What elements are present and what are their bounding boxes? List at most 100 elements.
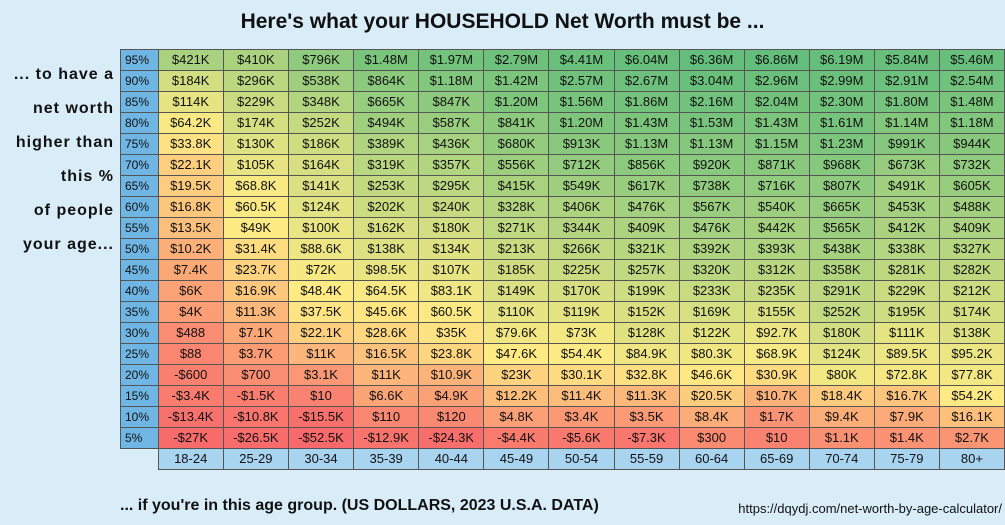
table-cell: $732K <box>938 154 1005 176</box>
table-cell: $10.7K <box>743 385 810 407</box>
table-cell: $673K <box>873 154 940 176</box>
table-cell: $95.2K <box>938 343 1005 365</box>
table-cell: $11.3K <box>222 301 289 323</box>
table-cell: $348K <box>287 91 355 113</box>
table-cell: $296K <box>222 70 289 92</box>
table-row: 75% $33.8K $130K $186K $389K $436K $680K $913K $… <box>120 133 1005 155</box>
table-cell: $80K <box>808 364 875 386</box>
side-label-line: higher than <box>15 134 114 151</box>
table-cell: $393K <box>743 238 810 260</box>
percentile-label: 5% <box>120 427 159 449</box>
table-cell: $796K <box>287 49 355 71</box>
table-cell: $271K <box>483 217 550 239</box>
table-cell: $920K <box>678 154 745 176</box>
table-cell: $442K <box>743 217 810 239</box>
table-cell: $1.4K <box>873 427 940 449</box>
table-cell: $184K <box>157 70 224 92</box>
table-cell: $6.04M <box>613 49 680 71</box>
table-cell: $700 <box>222 364 289 386</box>
net-worth-table: 95% $421K $410K $796K $1.48M $1.97M $2.79M $4.4… <box>120 49 1005 470</box>
table-cell: $199K <box>613 280 680 302</box>
table-cell: $174K <box>222 112 289 134</box>
table-cell: $30.9K <box>743 364 810 386</box>
footer-caption: ... if you're in this age group. (US DOL… <box>120 497 599 514</box>
table-cell: $1.97M <box>418 49 485 71</box>
table-cell: $841K <box>483 112 550 134</box>
table-cell: $16.8K <box>157 196 224 218</box>
age-group-label: 60-64 <box>678 448 745 470</box>
table-cell: $10 <box>287 385 355 407</box>
table-cell: $319K <box>353 154 420 176</box>
table-cell: -$24.3K <box>418 427 485 449</box>
table-row: 65% $19.5K $68.8K $141K $253K $295K $415K $549K… <box>120 175 1005 197</box>
table-body: 95% $421K $410K $796K $1.48M $1.97M $2.79M $4.4… <box>120 49 1005 470</box>
percentile-label: 80% <box>120 112 159 134</box>
table-cell: $587K <box>418 112 485 134</box>
table-cell: $6.19M <box>808 49 875 71</box>
table-cell: $410K <box>222 49 289 71</box>
table-cell: $358K <box>808 259 875 281</box>
table-cell: $22.1K <box>287 322 355 344</box>
table-cell: $2.91M <box>873 70 940 92</box>
table-cell: $549K <box>548 175 615 197</box>
table-cell: $122K <box>678 322 745 344</box>
table-cell: $556K <box>483 154 550 176</box>
table-row: 25% $88 $3.7K $11K $16.5K $23.8K $47.6K $54.4K $… <box>120 343 1005 365</box>
table-cell: $913K <box>548 133 615 155</box>
table-row: 50% $10.2K $31.4K $88.6K $138K $134K $213K $266… <box>120 238 1005 260</box>
table-cell: $1.43M <box>613 112 680 134</box>
table-cell: $100K <box>287 217 355 239</box>
table-row: 95% $421K $410K $796K $1.48M $1.97M $2.79M $4.4… <box>120 49 1005 71</box>
table-cell: $6K <box>157 280 224 302</box>
table-cell: $1.14M <box>873 112 940 134</box>
table-cell: $1.48M <box>353 49 420 71</box>
table-cell: $488 <box>157 322 224 344</box>
percentile-label: 40% <box>120 280 159 302</box>
percentile-label: 90% <box>120 70 159 92</box>
table-cell: $174K <box>938 301 1005 323</box>
table-cell: $9.4K <box>808 406 875 428</box>
table-cell: $847K <box>418 91 485 113</box>
table-cell: $567K <box>678 196 745 218</box>
table-cell: $2.30M <box>808 91 875 113</box>
table-cell: $565K <box>808 217 875 239</box>
table-cell: $134K <box>418 238 485 260</box>
table-cell: $212K <box>938 280 1005 302</box>
percentile-label: 20% <box>120 364 159 386</box>
table-cell: $98.5K <box>353 259 420 281</box>
table-cell: $3.04M <box>678 70 745 92</box>
age-group-label: 65-69 <box>743 448 810 470</box>
table-cell: $110K <box>483 301 550 323</box>
table-row: 60% $16.8K $60.5K $124K $202K $240K $328K $406K… <box>120 196 1005 218</box>
table-cell: $944K <box>938 133 1005 155</box>
age-group-label: 75-79 <box>873 448 940 470</box>
age-group-label: 40-44 <box>418 448 485 470</box>
table-cell: $2.99M <box>808 70 875 92</box>
table-cell: $252K <box>287 112 355 134</box>
percentile-label: 10% <box>120 406 159 428</box>
table-cell: $7.9K <box>873 406 940 428</box>
table-cell: $1.61M <box>808 112 875 134</box>
table-cell: $1.18M <box>418 70 485 92</box>
table-cell: $10.9K <box>418 364 485 386</box>
table-cell: $107K <box>418 259 485 281</box>
table-row: 80% $64.2K $174K $252K $494K $587K $841K $1.20M… <box>120 112 1005 134</box>
table-cell: $3.1K <box>287 364 355 386</box>
percentile-label: 65% <box>120 175 159 197</box>
table-cell: $252K <box>808 301 875 323</box>
table-cell: $1.53M <box>678 112 745 134</box>
age-group-label: 35-39 <box>353 448 420 470</box>
table-cell: $23.8K <box>418 343 485 365</box>
table-cell: $6.86M <box>743 49 810 71</box>
table-cell: $128K <box>613 322 680 344</box>
table-cell: $162K <box>353 217 420 239</box>
table-cell: $605K <box>938 175 1005 197</box>
age-group-label: 18-24 <box>157 448 224 470</box>
table-cell: $253K <box>353 175 420 197</box>
table-cell: $2.57M <box>548 70 615 92</box>
table-cell: $202K <box>353 196 420 218</box>
table-cell: $389K <box>353 133 420 155</box>
age-group-label: 30-34 <box>287 448 355 470</box>
table-cell: $3.4K <box>548 406 615 428</box>
table-cell: -$10.8K <box>222 406 289 428</box>
